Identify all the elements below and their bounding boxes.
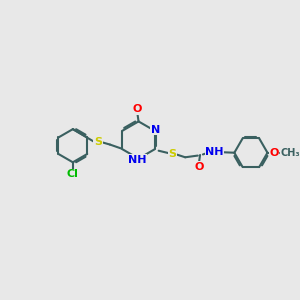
Text: O: O — [269, 148, 278, 158]
Text: CH₃: CH₃ — [280, 148, 300, 158]
Text: NH: NH — [128, 155, 146, 165]
Text: S: S — [168, 149, 176, 159]
Text: Cl: Cl — [67, 169, 79, 179]
Text: O: O — [133, 104, 142, 114]
Text: O: O — [194, 162, 204, 172]
Text: NH: NH — [205, 147, 224, 157]
Text: N: N — [151, 125, 160, 135]
Text: S: S — [94, 137, 102, 147]
